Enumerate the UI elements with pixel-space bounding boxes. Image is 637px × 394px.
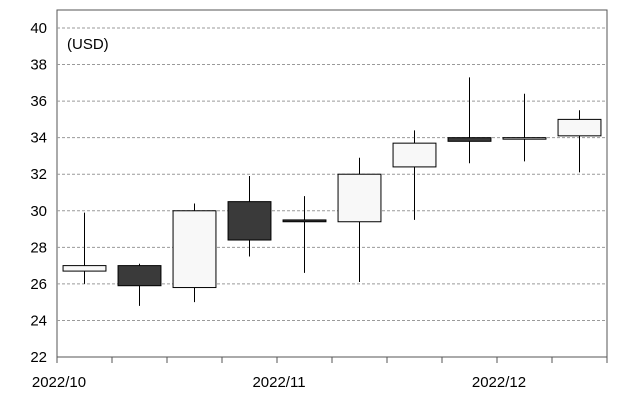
candle-body [282,219,327,223]
y-tick-label: 22 [30,349,47,366]
plot-area [56,9,608,358]
y-tick-label: 40 [30,20,47,37]
x-axis: 2022/10 2022/11 2022/12 [32,357,608,391]
x-tick-label: 2022/10 [32,374,86,391]
y-tick-label: 26 [30,276,47,293]
candle-body [502,137,547,140]
y-tick-label: 32 [30,166,47,183]
x-tick-label: 2022/11 [252,374,305,391]
y-tick-label: 36 [30,93,47,110]
candle-body [62,265,107,272]
candles [62,77,602,306]
candle-body [227,201,272,241]
y-tick-label: 38 [30,57,47,74]
x-tick-label: 2022/12 [472,374,526,391]
y-tick-label: 28 [30,239,47,256]
candle-body [172,210,217,289]
y-tick-label: 24 [30,312,47,329]
y-tick-label: 34 [30,130,47,147]
candle-body [117,265,162,287]
unit-label: (USD) [67,36,109,53]
y-axis: 22 24 26 28 30 32 34 36 38 40 [30,20,47,366]
candle-body [392,142,437,168]
candle-body [337,173,382,223]
candle-body [447,137,492,142]
candle-body [557,118,602,137]
y-tick-label: 30 [30,203,47,220]
